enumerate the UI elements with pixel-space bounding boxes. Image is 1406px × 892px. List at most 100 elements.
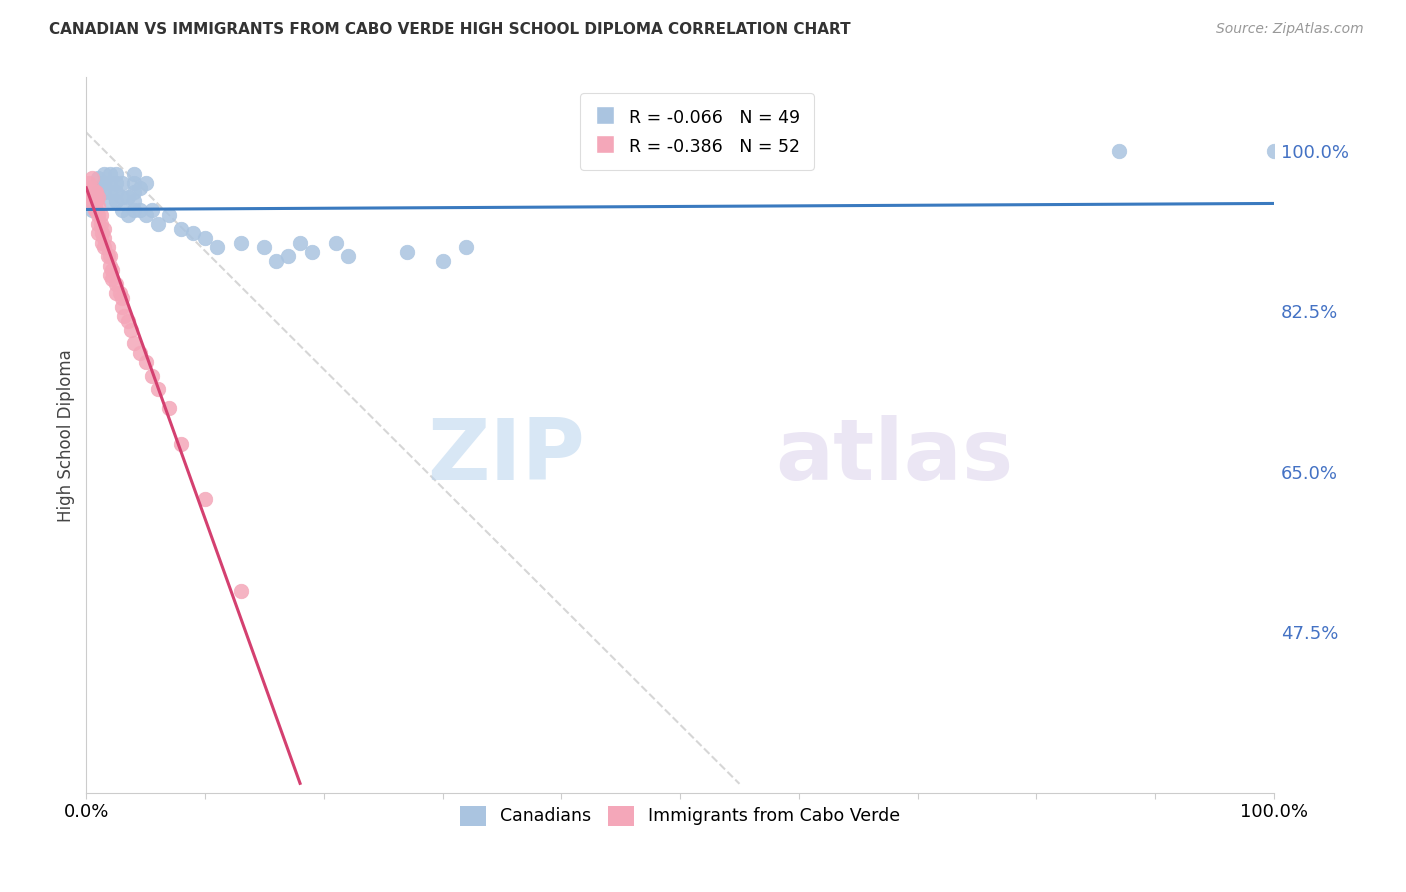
Point — [98, 194, 121, 209]
Point — [194, 492, 217, 507]
Point — [111, 300, 134, 314]
Point — [146, 382, 169, 396]
Point — [170, 222, 193, 236]
Point — [82, 180, 104, 194]
Point — [104, 167, 127, 181]
Point — [277, 249, 299, 263]
Y-axis label: High School Diploma: High School Diploma — [58, 349, 75, 522]
Point — [117, 313, 139, 327]
Point — [325, 235, 347, 250]
Point — [122, 203, 145, 218]
Point — [97, 240, 120, 254]
Point — [97, 249, 120, 263]
Point — [253, 240, 276, 254]
Point — [111, 190, 134, 204]
Point — [90, 235, 112, 250]
Point — [82, 185, 104, 199]
Point — [87, 208, 110, 222]
Point — [146, 217, 169, 231]
Point — [79, 190, 101, 204]
Point — [112, 309, 135, 323]
Point — [128, 203, 150, 218]
Text: ZIP: ZIP — [427, 415, 585, 499]
Point — [87, 171, 110, 186]
Point — [93, 240, 115, 254]
Point — [93, 176, 115, 190]
Point — [104, 194, 127, 209]
Point — [111, 176, 134, 190]
Point — [157, 208, 180, 222]
Point — [194, 231, 217, 245]
Point — [90, 208, 112, 222]
Point — [122, 176, 145, 190]
Point — [128, 345, 150, 359]
Point — [205, 240, 228, 254]
Point — [1263, 144, 1285, 158]
Point — [456, 240, 478, 254]
Point — [122, 185, 145, 199]
Point — [87, 199, 110, 213]
Point — [432, 254, 454, 268]
Point — [117, 190, 139, 204]
Point — [98, 176, 121, 190]
Point — [301, 244, 323, 259]
Point — [93, 176, 115, 190]
Point — [104, 277, 127, 291]
Point — [93, 231, 115, 245]
Point — [90, 217, 112, 231]
Point — [98, 259, 121, 273]
Point — [98, 167, 121, 181]
Point — [82, 194, 104, 209]
Point — [87, 217, 110, 231]
Point — [104, 286, 127, 301]
Legend: Canadians, Immigrants from Cabo Verde: Canadians, Immigrants from Cabo Verde — [451, 797, 910, 834]
Point — [87, 227, 110, 241]
Point — [1108, 144, 1130, 158]
Point — [122, 336, 145, 351]
Point — [84, 185, 107, 199]
Point — [84, 194, 107, 209]
Point — [83, 203, 105, 218]
Point — [87, 190, 110, 204]
Point — [82, 203, 104, 218]
Point — [141, 368, 163, 383]
Point — [101, 263, 124, 277]
Point — [229, 584, 252, 599]
Point — [98, 249, 121, 263]
Point — [93, 167, 115, 181]
Point — [108, 286, 131, 301]
Point — [83, 185, 105, 199]
Point — [87, 185, 110, 199]
Point — [288, 235, 311, 250]
Point — [77, 176, 100, 190]
Point — [104, 185, 127, 199]
Text: CANADIAN VS IMMIGRANTS FROM CABO VERDE HIGH SCHOOL DIPLOMA CORRELATION CHART: CANADIAN VS IMMIGRANTS FROM CABO VERDE H… — [49, 22, 851, 37]
Point — [395, 244, 418, 259]
Point — [117, 208, 139, 222]
Point — [122, 167, 145, 181]
Point — [83, 194, 105, 209]
Point — [79, 194, 101, 209]
Text: Source: ZipAtlas.com: Source: ZipAtlas.com — [1216, 22, 1364, 37]
Point — [266, 254, 288, 268]
Point — [93, 185, 115, 199]
Point — [98, 268, 121, 282]
Point — [120, 323, 142, 337]
Point — [79, 180, 101, 194]
Point — [98, 185, 121, 199]
Point — [90, 227, 112, 241]
Point — [157, 401, 180, 415]
Point — [111, 291, 134, 305]
Point — [181, 227, 204, 241]
Point — [82, 171, 104, 186]
Point — [135, 176, 157, 190]
Point — [135, 208, 157, 222]
Point — [104, 176, 127, 190]
Point — [84, 203, 107, 218]
Point — [336, 249, 359, 263]
Point — [111, 203, 134, 218]
Point — [229, 235, 252, 250]
Point — [82, 185, 104, 199]
Point — [122, 194, 145, 209]
Point — [128, 180, 150, 194]
